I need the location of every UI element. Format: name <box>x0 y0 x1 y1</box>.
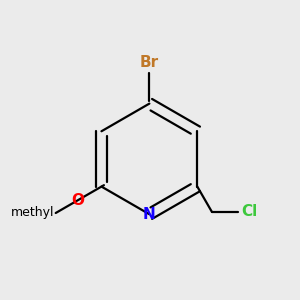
Text: O: O <box>71 193 84 208</box>
Text: methyl: methyl <box>11 206 54 219</box>
Text: Cl: Cl <box>241 204 257 219</box>
Text: N: N <box>143 207 156 222</box>
Text: Br: Br <box>140 55 159 70</box>
